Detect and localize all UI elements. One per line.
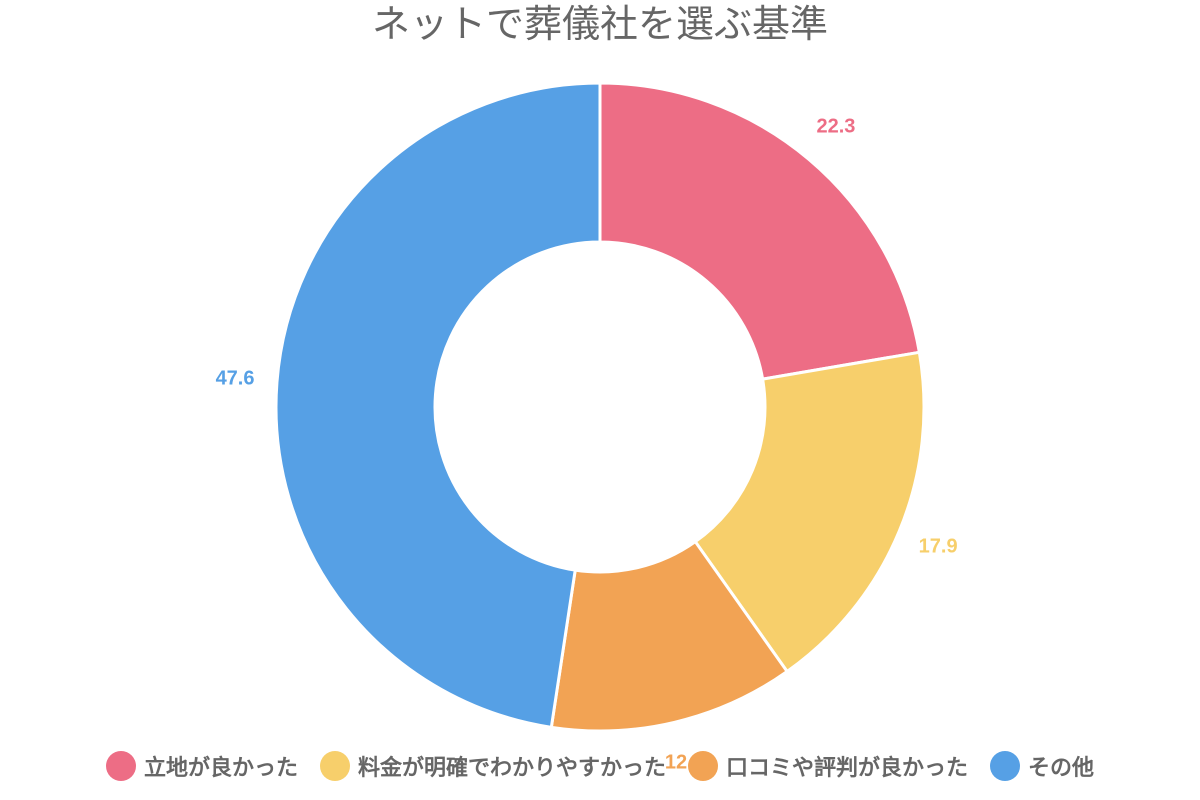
legend-label: 料金が明確でわかりやすかった <box>357 756 666 781</box>
donut-slice[interactable] <box>274 81 602 730</box>
donut-slice[interactable] <box>693 350 926 674</box>
legend-label: 立地が良かった <box>143 756 298 781</box>
legend: 立地が良かった 料金が明確でわかりやすかった 口コミや評判が良かった その他 <box>0 744 1200 788</box>
slice-value-label: 47.6 <box>216 368 255 390</box>
legend-swatch <box>990 751 1021 781</box>
legend-swatch <box>105 751 136 781</box>
legend-item[interactable]: その他 <box>990 750 1094 782</box>
donut-slice[interactable] <box>549 539 790 733</box>
legend-item[interactable]: 立地が良かった <box>105 750 298 782</box>
legend-item[interactable]: 口コミや評判が良かった <box>688 750 968 782</box>
slice-value-label: 22.3 <box>816 115 855 137</box>
chart-title: ネットで葬儀社を選ぶ基準 <box>371 2 828 46</box>
legend-swatch <box>688 751 718 781</box>
slice-value-label: 17.9 <box>919 535 958 557</box>
legend-item[interactable]: 料金が明確でわかりやすかった <box>319 750 666 782</box>
legend-swatch <box>319 751 350 781</box>
legend-label: 口コミや評判が良かった <box>726 756 969 781</box>
legend-label: その他 <box>1028 756 1095 781</box>
donut-slice[interactable] <box>598 81 922 381</box>
